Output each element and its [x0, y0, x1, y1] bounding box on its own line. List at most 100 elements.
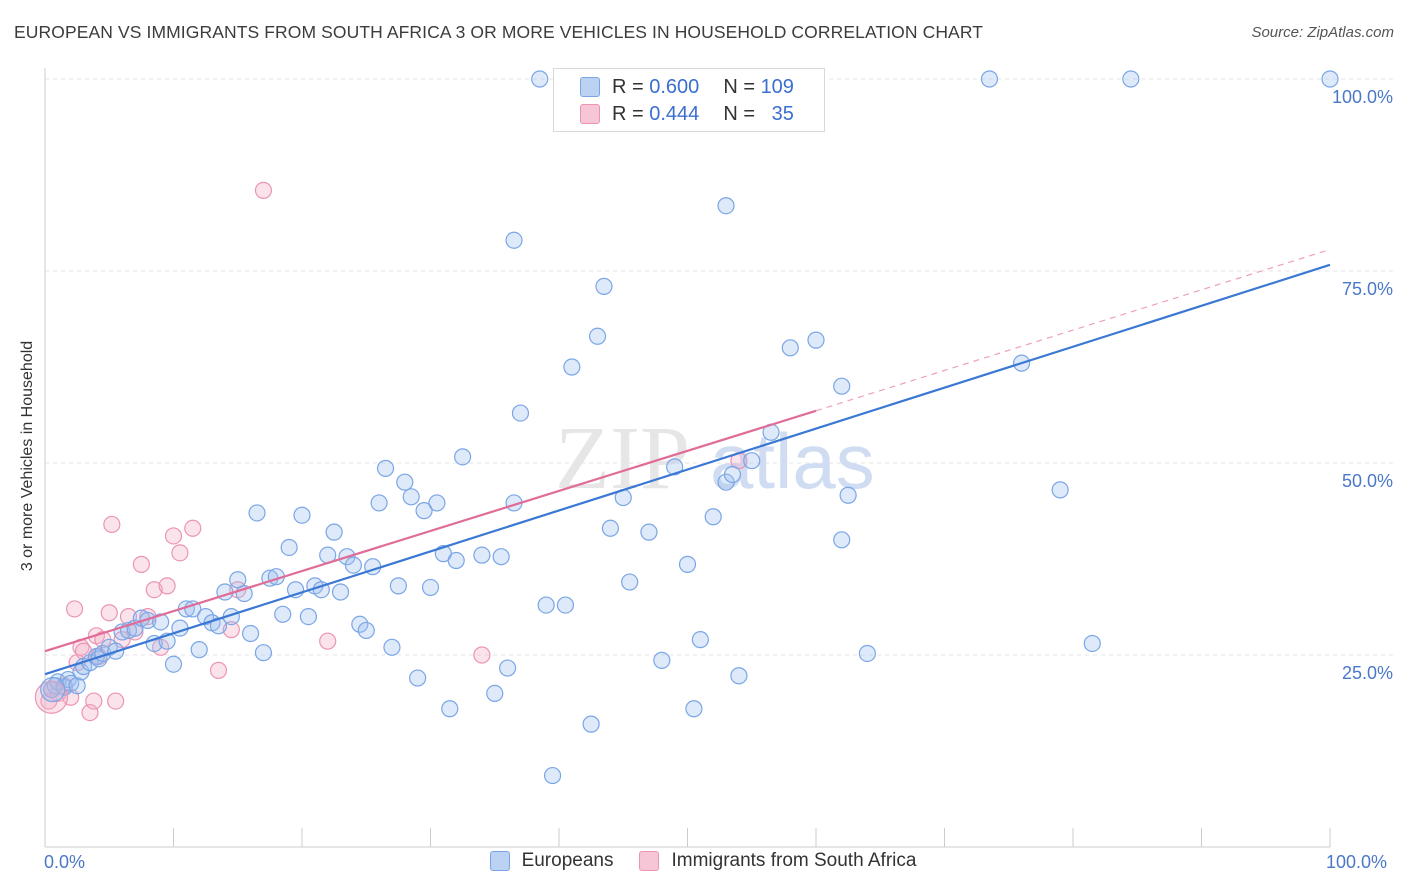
european-point: [781, 339, 799, 357]
european-point: [40, 676, 66, 703]
european-point: [980, 70, 999, 88]
n-label: N =: [723, 102, 755, 125]
european-point: [145, 634, 163, 653]
european-point: [248, 504, 266, 522]
european-point: [325, 523, 343, 541]
series-legend: Europeans Immigrants from South Africa: [0, 850, 1406, 872]
legend-row-south-africa: R = 0.444 N = 35: [580, 101, 794, 127]
european-point: [723, 465, 742, 484]
south-africa-point: [319, 632, 337, 650]
zipatlas-watermark: ZIP atlas: [555, 409, 875, 508]
europeans-trendline: [44, 263, 1331, 676]
european-point: [351, 615, 369, 633]
y-tick-label: 100.0%: [1332, 87, 1393, 107]
european-point: [588, 327, 607, 345]
european-point: [139, 611, 157, 630]
south-africa-r: 0.444: [649, 102, 700, 125]
european-point: [389, 577, 407, 595]
european-point: [666, 458, 684, 476]
source-credit: Source: ZipAtlas.com: [1251, 24, 1394, 41]
european-point: [229, 571, 247, 589]
n-label: N =: [723, 75, 755, 98]
south-africa-point: [100, 604, 118, 622]
european-point: [743, 452, 761, 470]
european-point: [499, 659, 517, 677]
europeans-r: 0.600: [649, 75, 700, 98]
european-point: [601, 519, 620, 537]
european-point: [833, 377, 851, 395]
south-africa-legend-label: Immigrants from South Africa: [671, 850, 917, 871]
south-africa-point: [222, 621, 240, 639]
europeans-swatch: [580, 77, 600, 97]
south-africa-point: [103, 515, 121, 534]
south-africa-point: [65, 600, 84, 618]
european-point: [447, 551, 465, 570]
trend-lines: [44, 248, 1331, 676]
y-tick-labels: 25.0% 50.0% 75.0% 100.0%: [1332, 87, 1393, 683]
european-point: [717, 197, 735, 215]
european-point: [376, 459, 395, 477]
y-tick-label: 25.0%: [1342, 663, 1393, 683]
european-point: [556, 596, 575, 614]
grid-lines: [45, 78, 1393, 656]
european-point: [595, 277, 613, 295]
european-point: [254, 644, 273, 662]
legend-item-south-africa[interactable]: Immigrants from South Africa: [639, 850, 916, 872]
european-point: [653, 651, 671, 669]
x-tick-label-min: 0.0%: [44, 852, 86, 872]
european-point: [685, 700, 703, 718]
european-point: [833, 531, 851, 549]
european-point: [537, 596, 555, 614]
correlation-legend: R = 0.600 N = 109 R = 0.444 N = 35: [553, 68, 825, 132]
european-point: [280, 538, 298, 557]
r-label: R =: [612, 102, 644, 125]
european-point: [357, 621, 375, 640]
x-tick-label-max: 100.0%: [1326, 852, 1388, 872]
european-point: [704, 508, 722, 526]
european-point: [492, 548, 510, 566]
europeans-legend-swatch: [489, 851, 510, 871]
european-point: [505, 231, 523, 249]
legend-row-europeans: R = 0.600 N = 109: [580, 74, 794, 100]
south-africa-point: [171, 544, 189, 562]
europeans-n: 109: [760, 75, 794, 98]
european-point: [164, 655, 183, 673]
european-point: [242, 624, 260, 643]
european-point: [454, 448, 472, 466]
european-point: [531, 70, 549, 88]
south-africa-point: [209, 661, 228, 679]
legend-item-europeans[interactable]: Europeans: [489, 850, 613, 872]
european-point: [691, 631, 709, 649]
european-point: [197, 607, 215, 626]
european-point: [402, 488, 420, 506]
european-point: [396, 473, 414, 491]
y-axis-label: 3 or more Vehicles in Household: [19, 340, 36, 572]
y-tick-label: 50.0%: [1342, 471, 1393, 491]
european-point: [409, 669, 427, 687]
european-point: [1122, 70, 1140, 88]
european-point: [274, 605, 292, 623]
european-point: [441, 700, 459, 718]
south-africa-point: [34, 680, 69, 714]
european-point: [1051, 481, 1069, 499]
watermark-atlas: atlas: [710, 417, 875, 505]
south-africa-point: [164, 527, 183, 545]
european-point: [486, 684, 504, 703]
european-point: [582, 715, 600, 733]
south-africa-swatch: [580, 104, 600, 124]
european-point: [807, 331, 825, 349]
european-point: [421, 578, 440, 597]
european-point: [383, 638, 401, 656]
european-point: [428, 494, 446, 512]
axes: [44, 68, 1331, 848]
r-label: R =: [612, 75, 644, 98]
south-africa-legend-swatch: [639, 851, 660, 871]
chart-title: EUROPEAN VS IMMIGRANTS FROM SOUTH AFRICA…: [14, 22, 984, 42]
south-africa-point: [473, 646, 491, 664]
y-tick-label: 75.0%: [1342, 279, 1393, 299]
south-africa-point: [184, 519, 202, 537]
european-point: [293, 506, 311, 524]
south-africa-point: [254, 181, 273, 199]
south-africa-trendline: [44, 409, 817, 653]
